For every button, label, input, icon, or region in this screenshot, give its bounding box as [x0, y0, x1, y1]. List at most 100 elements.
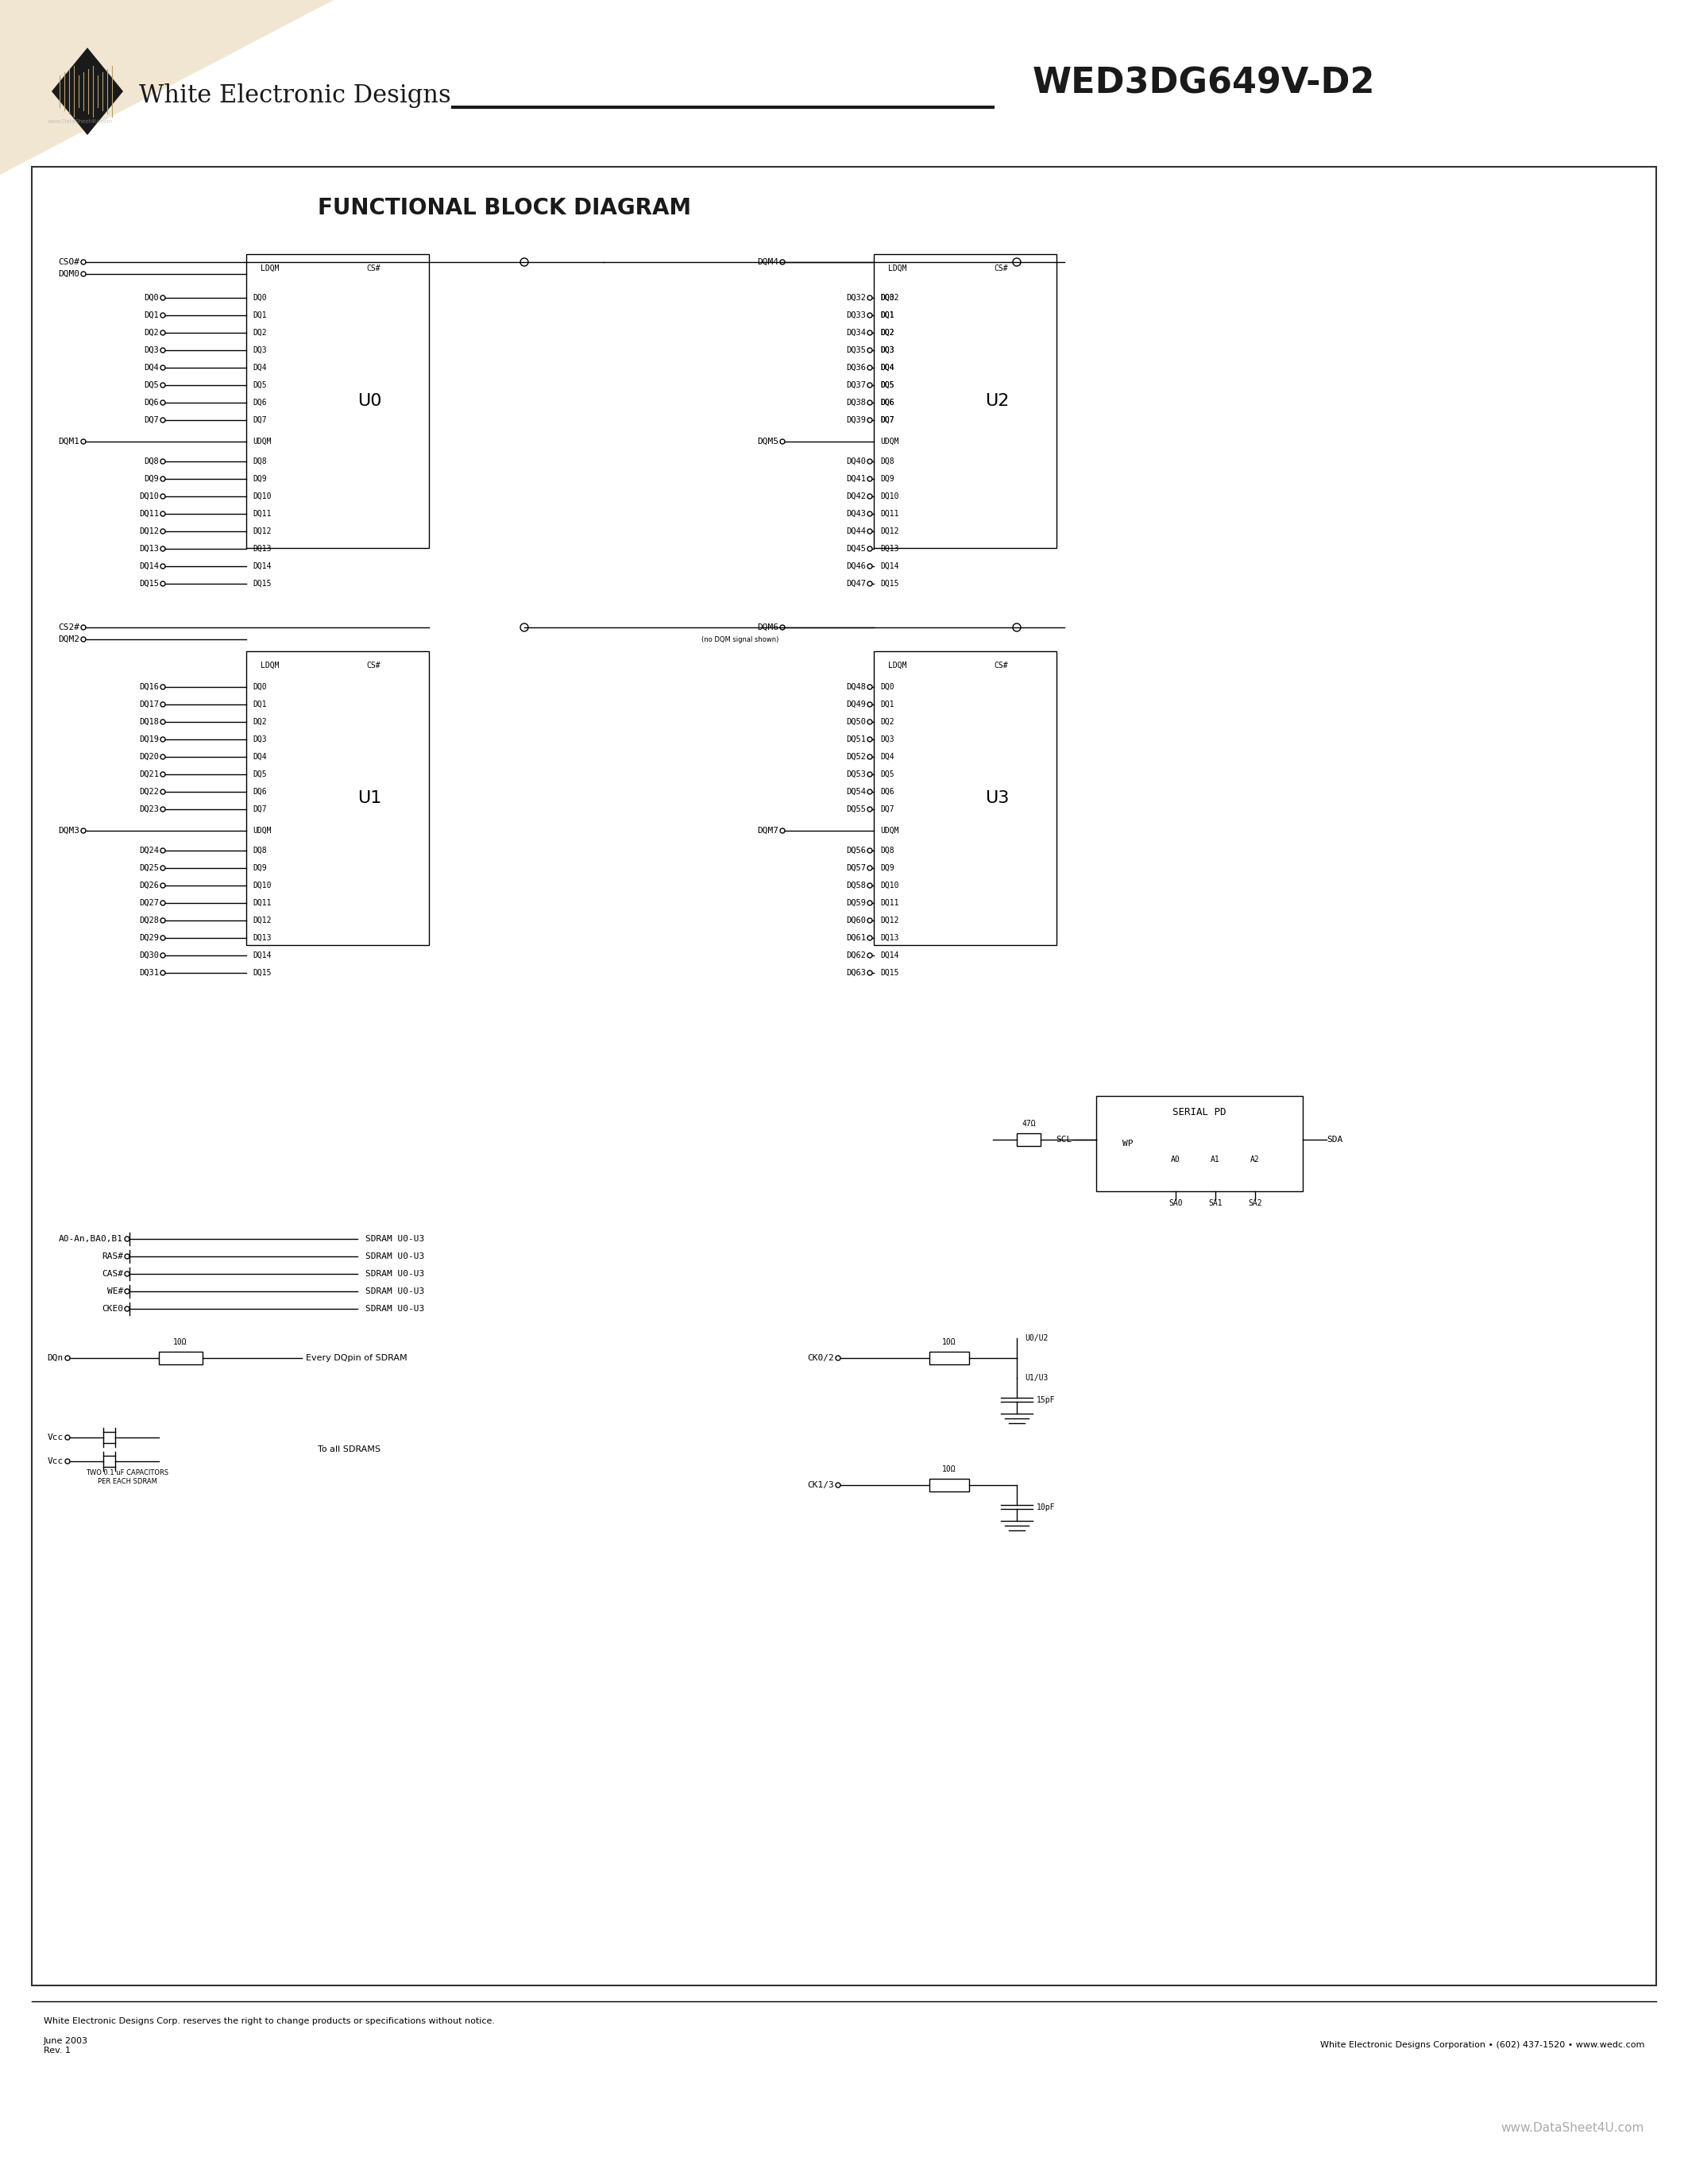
- Text: DQ1: DQ1: [879, 701, 895, 708]
- Text: FUNCTIONAL BLOCK DIAGRAM: FUNCTIONAL BLOCK DIAGRAM: [317, 197, 690, 218]
- Text: UDQM: UDQM: [253, 437, 272, 446]
- Text: DQ15: DQ15: [879, 579, 898, 587]
- Text: DQ3: DQ3: [879, 347, 895, 354]
- Text: UDQM: UDQM: [879, 828, 898, 834]
- Text: DQ14: DQ14: [879, 561, 898, 570]
- Text: DQ22: DQ22: [138, 788, 159, 795]
- Text: CSO#: CSO#: [57, 258, 79, 266]
- Text: SA1: SA1: [1209, 1199, 1222, 1208]
- Text: DQ3: DQ3: [253, 347, 267, 354]
- Text: DQ9: DQ9: [253, 474, 267, 483]
- Text: DQ15: DQ15: [138, 579, 159, 587]
- Bar: [874, 651, 1057, 946]
- Text: DQM3: DQM3: [57, 828, 79, 834]
- Text: DQ11: DQ11: [879, 900, 898, 906]
- Text: U0: U0: [358, 393, 381, 408]
- Text: DQ4: DQ4: [143, 365, 159, 371]
- Text: CS#: CS#: [366, 264, 380, 273]
- Bar: [159, 1352, 203, 1365]
- Text: DQ0: DQ0: [143, 295, 159, 301]
- Bar: [1096, 1096, 1303, 1190]
- Text: DQ13: DQ13: [253, 544, 272, 553]
- Text: DQ9: DQ9: [143, 474, 159, 483]
- Text: CAS#: CAS#: [101, 1269, 123, 1278]
- Text: DQ3: DQ3: [879, 347, 895, 354]
- Polygon shape: [52, 48, 123, 135]
- Text: U0/U2: U0/U2: [1025, 1334, 1048, 1343]
- Text: DQ18: DQ18: [138, 719, 159, 725]
- Text: DQ4: DQ4: [879, 365, 895, 371]
- Text: DQ7: DQ7: [879, 417, 895, 424]
- Text: 47Ω: 47Ω: [1021, 1120, 1036, 1127]
- Text: DQ14: DQ14: [253, 952, 272, 959]
- Text: DQ51: DQ51: [846, 736, 866, 743]
- Text: RAS#: RAS#: [101, 1251, 123, 1260]
- Text: DQ52: DQ52: [846, 753, 866, 760]
- Text: DQ4: DQ4: [253, 753, 267, 760]
- Text: DQ57: DQ57: [846, 865, 866, 871]
- Text: DQ8: DQ8: [253, 847, 267, 854]
- Text: DQ4: DQ4: [253, 365, 267, 371]
- Text: www.DataSheet4U.com: www.DataSheet4U.com: [47, 120, 113, 124]
- Text: DQ49: DQ49: [846, 701, 866, 708]
- Text: Vcc: Vcc: [47, 1457, 64, 1465]
- Text: DQ9: DQ9: [879, 865, 895, 871]
- Text: White Electronic Designs: White Electronic Designs: [138, 83, 451, 107]
- Text: DQ32: DQ32: [846, 295, 866, 301]
- Text: U3: U3: [984, 791, 1009, 806]
- Text: SDRAM U0-U3: SDRAM U0-U3: [365, 1304, 424, 1313]
- Text: DQ6: DQ6: [879, 788, 895, 795]
- Text: DQ1: DQ1: [253, 312, 267, 319]
- Text: DQ55: DQ55: [846, 806, 866, 812]
- Bar: [246, 651, 429, 946]
- Text: DQ23: DQ23: [138, 806, 159, 812]
- Text: DQ11: DQ11: [253, 509, 272, 518]
- Text: DQ59: DQ59: [846, 900, 866, 906]
- Text: DQ12: DQ12: [253, 917, 272, 924]
- Text: CS2#: CS2#: [57, 622, 79, 631]
- Text: DQ24: DQ24: [138, 847, 159, 854]
- Text: DQ6: DQ6: [879, 400, 895, 406]
- Text: DQ21: DQ21: [138, 771, 159, 778]
- Text: CS#: CS#: [994, 264, 1008, 273]
- Text: DQ53: DQ53: [846, 771, 866, 778]
- Text: DQ3: DQ3: [143, 347, 159, 354]
- Text: DQM1: DQM1: [57, 437, 79, 446]
- Text: DQ16: DQ16: [138, 684, 159, 690]
- Text: DQ20: DQ20: [138, 753, 159, 760]
- Text: DQ34: DQ34: [846, 330, 866, 336]
- Text: DQ8: DQ8: [143, 456, 159, 465]
- Text: DQ56: DQ56: [846, 847, 866, 854]
- Text: DQ14: DQ14: [138, 561, 159, 570]
- Text: DQ13: DQ13: [253, 935, 272, 941]
- Text: SDRAM U0-U3: SDRAM U0-U3: [365, 1251, 424, 1260]
- Text: DQ0: DQ0: [879, 295, 895, 301]
- Text: Vcc: Vcc: [47, 1433, 64, 1441]
- Text: DQM6: DQM6: [756, 622, 778, 631]
- Text: SCL: SCL: [1057, 1136, 1072, 1144]
- Text: LDQM: LDQM: [888, 264, 906, 273]
- Text: SDRAM U0-U3: SDRAM U0-U3: [365, 1234, 424, 1243]
- Text: CK0/2: CK0/2: [807, 1354, 834, 1363]
- Text: WE#: WE#: [106, 1286, 123, 1295]
- Text: DQ8: DQ8: [253, 456, 267, 465]
- Text: DQ15: DQ15: [253, 970, 272, 976]
- Text: 15pF: 15pF: [1036, 1396, 1055, 1404]
- Text: DQ42: DQ42: [846, 491, 866, 500]
- Text: DQ43: DQ43: [846, 509, 866, 518]
- Text: LDQM: LDQM: [260, 662, 280, 670]
- Text: DQ5: DQ5: [879, 382, 895, 389]
- Text: SDRAM U0-U3: SDRAM U0-U3: [365, 1286, 424, 1295]
- Text: DQ39: DQ39: [846, 417, 866, 424]
- Text: DQ2: DQ2: [253, 719, 267, 725]
- Text: DQ15: DQ15: [879, 970, 898, 976]
- Text: DQ7: DQ7: [879, 417, 895, 424]
- Text: DQ60: DQ60: [846, 917, 866, 924]
- Text: DQ1: DQ1: [879, 312, 895, 319]
- Bar: [1016, 1133, 1040, 1147]
- Text: DQ1: DQ1: [253, 701, 267, 708]
- Text: DQ5: DQ5: [879, 771, 895, 778]
- Text: DQ12: DQ12: [138, 526, 159, 535]
- Text: CKE0: CKE0: [101, 1304, 123, 1313]
- Text: DQ8: DQ8: [879, 847, 895, 854]
